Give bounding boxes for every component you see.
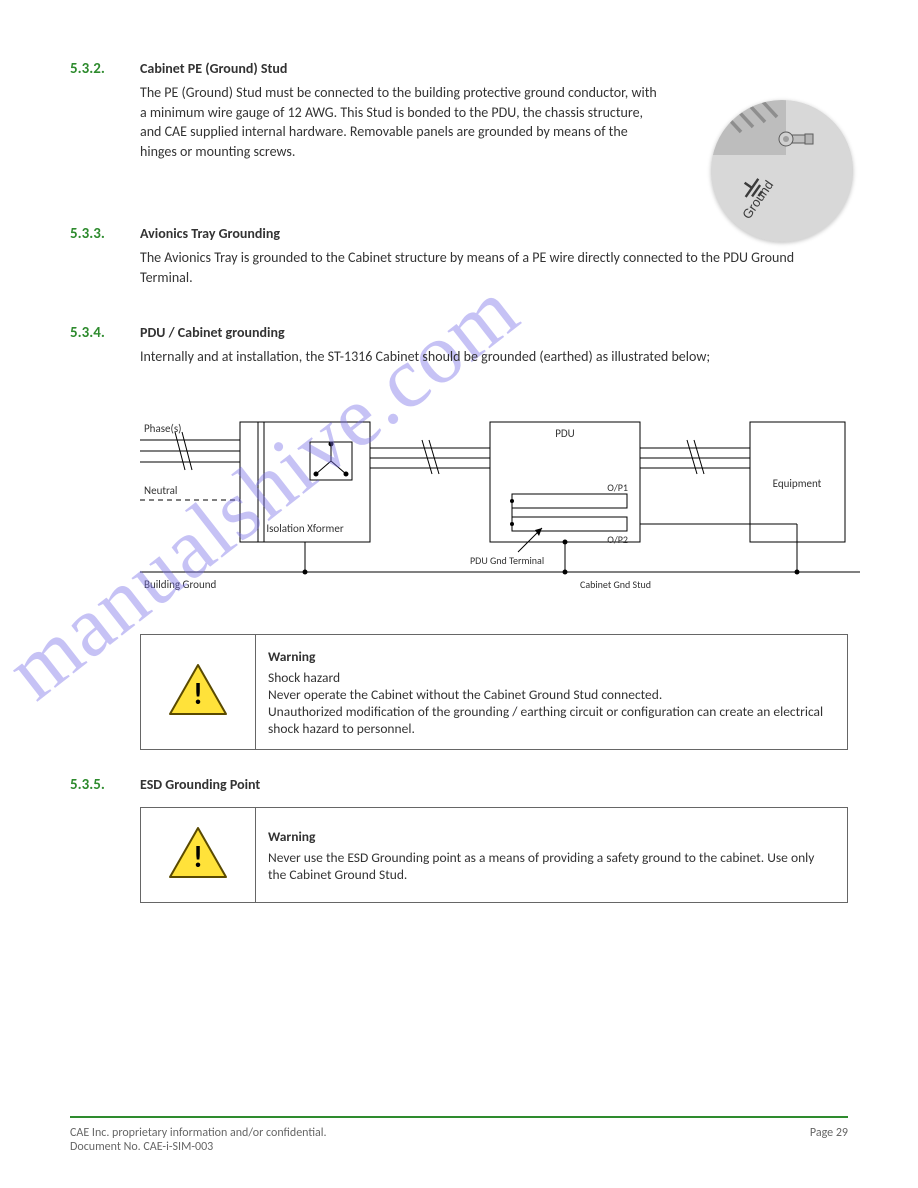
warning-icon: ! [167,662,229,722]
diagram-op2: O/P2 [607,533,628,546]
section-body-5-3-4: Internally and at installation, the ST-1… [140,347,848,367]
ground-stud-photo: Ground [711,100,853,242]
diagram-pdu-label: PDU [555,427,575,440]
warning-1-line-3: Unauthorized modification of the groundi… [268,703,835,737]
section-body-5-3-3: The Avionics Tray is grounded to the Cab… [140,248,848,287]
warning-2-label: Warning [268,828,835,845]
diagram-pdu-gnd-label: PDU Gnd Terminal [470,554,544,567]
warning-1-label: Warning [268,648,835,665]
footer-page: Page 29 [810,1126,848,1140]
warning-icon: ! [167,825,229,885]
diagram-phases-label: Phase(s) [144,422,181,435]
section-title-5-3-2: Cabinet PE (Ground) Stud [140,60,660,77]
diagram-cabinet-stud-label: Cabinet Gnd Stud [580,578,651,591]
section-num-5-3-2: 5.3.2. [70,60,140,167]
warning-1-line-1: Shock hazard [268,669,835,686]
warning-box-2: ! Warning Never use the ESD Grounding po… [140,807,848,903]
diagram-neutral-label: Neutral [144,484,177,497]
warning-box-1: ! Warning Shock hazard Never operate the… [140,634,848,750]
diagram-ground-label: Building Ground [144,578,216,591]
warning-2-line-1: Never use the ESD Grounding point as a m… [268,849,835,883]
section-title-5-3-4: PDU / Cabinet grounding [140,324,848,341]
section-num-5-3-3: 5.3.3. [70,225,140,293]
svg-text:!: ! [193,839,203,876]
footer-company: CAE Inc. proprietary information and/or … [70,1126,327,1140]
diagram-op1: O/P1 [607,481,628,494]
footer-docno: Document No. CAE-i-SIM-003 [70,1140,848,1154]
section-num-5-3-4: 5.3.4. [70,324,140,373]
diagram-equip-label: Equipment [773,477,822,490]
page-footer: CAE Inc. proprietary information and/or … [70,1116,848,1154]
grounding-diagram: Isolation Xformer PDU O/P1 O/P2 Equipmen… [140,402,848,616]
section-title-5-3-5: ESD Grounding Point [140,776,848,793]
svg-text:!: ! [193,676,203,713]
section-num-5-3-5: 5.3.5. [70,776,140,799]
section-body-5-3-2: The PE (Ground) Stud must be connected t… [140,83,660,161]
diagram-xformer-label: Isolation Xformer [266,522,343,535]
warning-1-line-2: Never operate the Cabinet without the Ca… [268,686,835,703]
